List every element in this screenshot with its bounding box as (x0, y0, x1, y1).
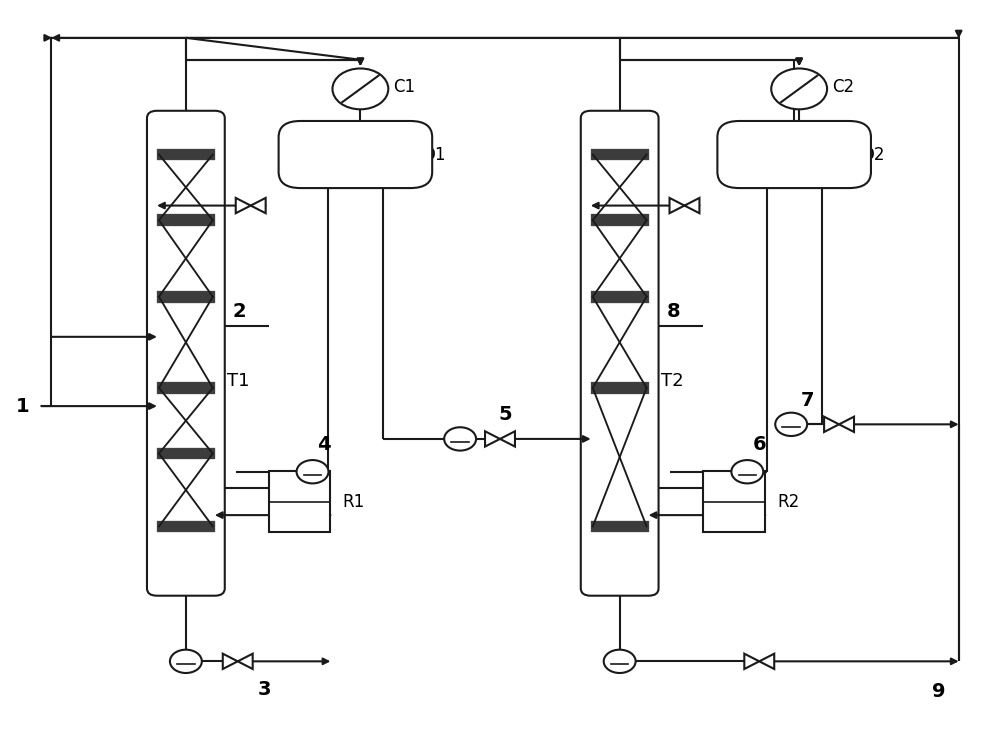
Polygon shape (744, 654, 759, 669)
Text: R2: R2 (777, 493, 799, 511)
Bar (591, 291, 649, 302)
Circle shape (297, 460, 328, 483)
Bar (269, 471, 330, 532)
Bar (591, 149, 649, 160)
FancyBboxPatch shape (581, 111, 659, 596)
Bar (591, 382, 649, 394)
Bar (157, 149, 215, 160)
Text: 4: 4 (318, 435, 331, 454)
Text: R1: R1 (342, 493, 365, 511)
Text: 9: 9 (932, 681, 946, 701)
Bar (703, 471, 765, 532)
Circle shape (170, 650, 202, 673)
Text: 1: 1 (16, 397, 29, 416)
Circle shape (604, 650, 636, 673)
Polygon shape (684, 198, 699, 213)
Circle shape (731, 460, 763, 483)
FancyBboxPatch shape (279, 121, 432, 188)
Bar (157, 214, 215, 226)
Bar (591, 520, 649, 532)
Text: 7: 7 (801, 391, 814, 410)
Polygon shape (839, 417, 854, 432)
Text: C2: C2 (832, 78, 854, 96)
Bar (591, 214, 649, 226)
Polygon shape (223, 654, 238, 669)
Text: 8: 8 (667, 302, 680, 321)
Text: D1: D1 (422, 146, 446, 163)
Text: 5: 5 (498, 406, 512, 425)
Polygon shape (238, 654, 253, 669)
Polygon shape (759, 654, 774, 669)
Bar (157, 382, 215, 394)
Text: 6: 6 (752, 435, 766, 454)
Text: D2: D2 (861, 146, 884, 163)
Circle shape (771, 69, 827, 109)
Bar (157, 448, 215, 460)
Polygon shape (485, 431, 500, 447)
Text: C1: C1 (393, 78, 415, 96)
Polygon shape (251, 198, 266, 213)
Bar (157, 520, 215, 532)
Circle shape (332, 69, 388, 109)
Text: T1: T1 (227, 372, 249, 389)
FancyBboxPatch shape (717, 121, 871, 188)
FancyBboxPatch shape (147, 111, 225, 596)
Text: T2: T2 (661, 372, 683, 389)
Polygon shape (500, 431, 515, 447)
Text: 2: 2 (233, 302, 246, 321)
Circle shape (444, 427, 476, 451)
Circle shape (775, 413, 807, 436)
Polygon shape (236, 198, 251, 213)
Polygon shape (670, 198, 684, 213)
Polygon shape (824, 417, 839, 432)
Bar (157, 291, 215, 302)
Text: 3: 3 (258, 679, 271, 698)
